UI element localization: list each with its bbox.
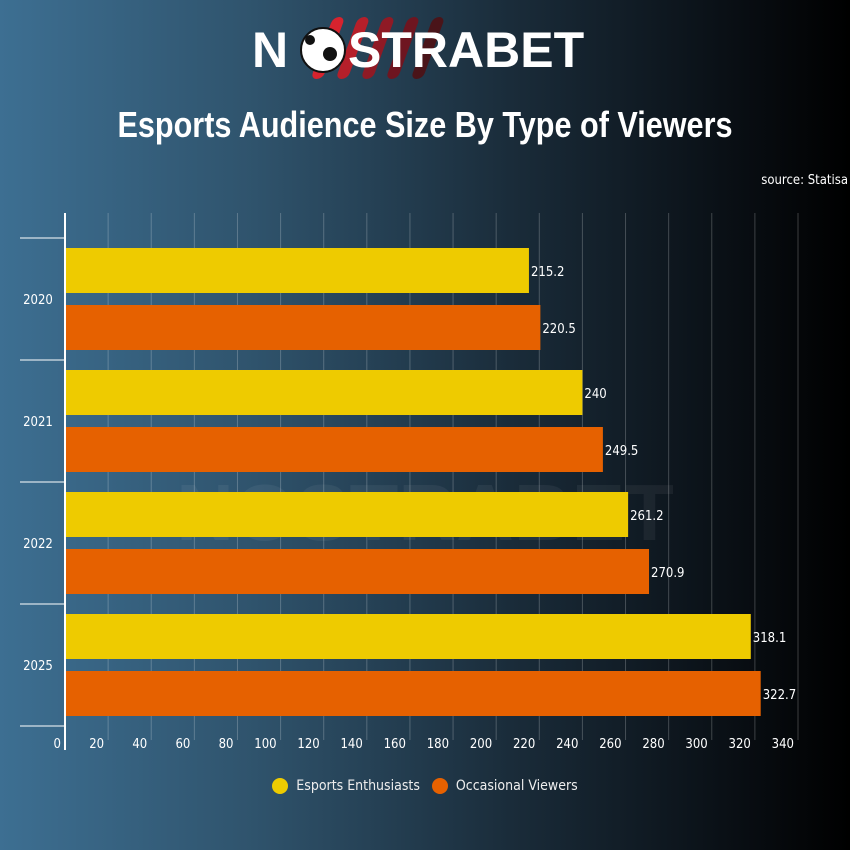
bar-2020-0 [66,248,529,293]
svg-text:STRABET: STRABET [348,22,584,78]
x-tick-label: 80 [219,737,234,752]
category-label: 2020 [23,293,53,308]
bar-2025-1 [66,671,761,716]
category-label: 2022 [23,537,53,552]
source-note: source: Statisa [761,173,848,188]
x-tick-label: 20 [89,737,104,752]
data-label: 318.1 [753,631,786,646]
bar-2022-0 [66,492,629,537]
legend: Esports Enthusiasts Occasional Viewers [0,778,850,794]
x-tick-label: 60 [175,737,190,752]
data-label: 322.7 [763,688,796,703]
x-tick-label: 220 [513,737,535,752]
nostrabet-logo: N STRABET [252,17,584,79]
x-tick-label: 240 [556,737,578,752]
x-tick-label: 340 [772,737,794,752]
bar-2025-0 [66,614,751,659]
x-tick-label: 140 [340,737,362,752]
svg-text:N: N [252,22,288,78]
bar-2021-1 [66,427,603,472]
legend-dot-orange [431,778,448,794]
x-tick-label: 100 [254,737,276,752]
legend-dot-yellow [272,778,289,794]
data-label: 220.5 [542,322,575,337]
x-tick-label: 260 [599,737,621,752]
x-tick-label: 120 [297,737,319,752]
x-tick-label: 0 [54,737,61,752]
data-label: 240 [584,387,606,402]
legend-item-occasional[interactable]: Occasional Viewers [431,778,578,794]
bar-2020-1 [66,305,541,350]
x-tick-label: 200 [470,737,492,752]
x-tick-label: 320 [729,737,751,752]
legend-item-enthusiasts[interactable]: Esports Enthusiasts [272,778,420,794]
data-label: 261.2 [630,509,663,524]
bar-2022-1 [66,549,650,594]
data-label: 270.9 [651,566,684,581]
chart-title: Esports Audience Size By Type of Viewers [117,104,733,145]
bar-2021-0 [66,370,583,415]
x-tick-label: 300 [685,737,707,752]
category-label: 2025 [23,659,53,674]
category-label: 2021 [23,415,53,430]
legend-label: Occasional Viewers [455,778,578,794]
x-tick-label: 280 [642,737,664,752]
data-label: 215.2 [531,265,564,280]
data-label: 249.5 [605,444,638,459]
x-tick-label: 40 [132,737,147,752]
legend-label: Esports Enthusiasts [296,778,420,794]
x-tick-label: 160 [384,737,406,752]
x-tick-label: 180 [427,737,449,752]
